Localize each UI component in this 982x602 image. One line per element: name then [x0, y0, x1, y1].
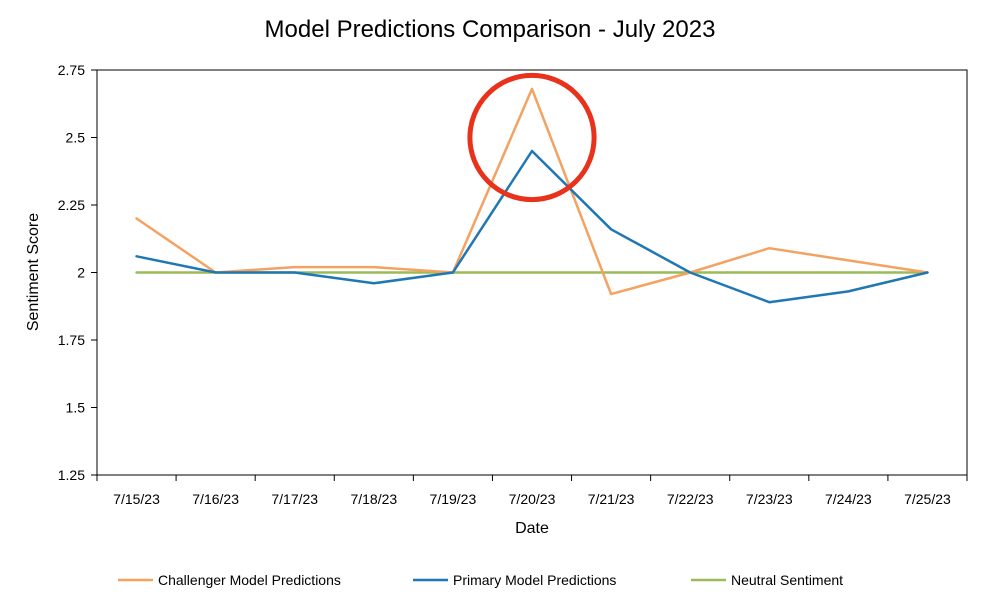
highlight-circle-annotation: [467, 72, 597, 203]
legend-label: Primary Model Predictions: [453, 572, 616, 588]
x-tick-label: 7/17/23: [271, 491, 318, 507]
series-line-primary-model-predictions: [135, 149, 929, 304]
x-tick-label: 7/22/23: [667, 491, 714, 507]
series-line-challenger-model-predictions: [135, 87, 929, 296]
y-tick-label: 1.5: [66, 400, 86, 416]
x-tick-label: 7/24/23: [825, 491, 872, 507]
annotation-layer: [467, 72, 597, 203]
x-tick-label: 7/21/23: [588, 491, 635, 507]
y-tick-label: 2.5: [66, 130, 86, 146]
x-tick-label: 7/16/23: [192, 491, 239, 507]
series-lines: [135, 87, 929, 304]
legend-label: Neutral Sentiment: [731, 572, 843, 588]
y-axis-title: Sentiment Score: [25, 213, 42, 331]
x-tick-label: 7/23/23: [746, 491, 793, 507]
y-tick-label: 2.75: [58, 62, 85, 78]
x-tick-label: 7/25/23: [904, 491, 951, 507]
x-tick-label: 7/18/23: [350, 491, 397, 507]
y-tick-label: 1.25: [58, 467, 85, 483]
chart-title: Model Predictions Comparison - July 2023: [265, 16, 716, 43]
legend-label: Challenger Model Predictions: [158, 572, 341, 588]
x-axis: 7/15/23 7/16/23 7/17/23 7/18/23 7/19/23 7/20/…: [96, 475, 968, 507]
x-tick-label: 7/15/23: [113, 491, 160, 507]
y-tick-label: 1.75: [58, 332, 85, 348]
y-tick-label: 2.25: [58, 197, 85, 213]
x-tick-label: 7/20/23: [509, 491, 556, 507]
x-tick-label: 7/19/23: [430, 491, 477, 507]
legend: Challenger Model Predictions Primary Mode…: [118, 572, 843, 588]
y-tick-label: 2: [77, 265, 85, 281]
x-axis-title: Date: [515, 520, 549, 537]
y-axis: 2.75 2.5 2.25 2 1.75 1.5 1.25: [58, 62, 97, 483]
